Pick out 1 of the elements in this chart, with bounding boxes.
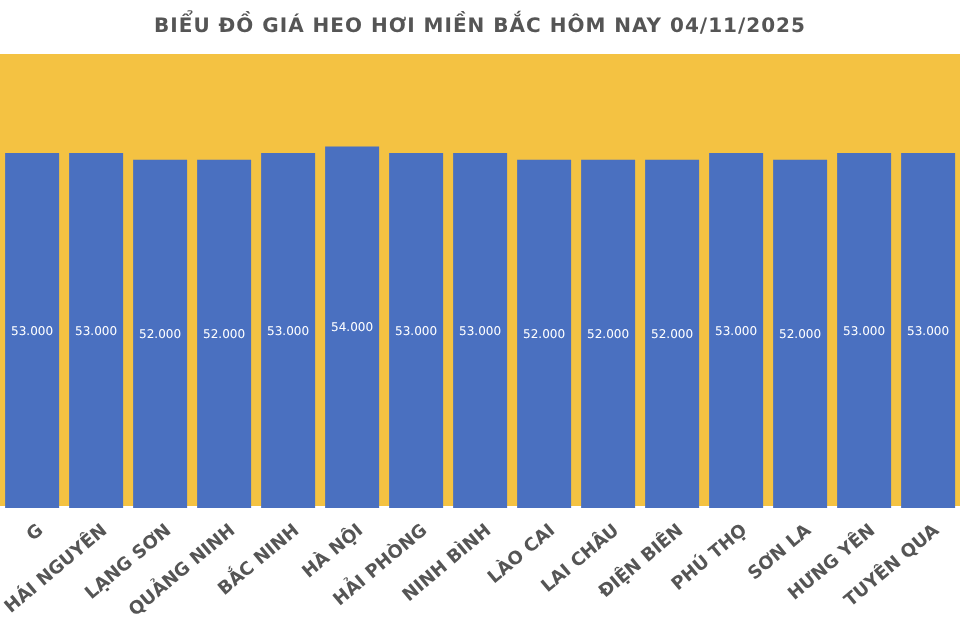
chart-title: BIỂU ĐỒ GIÁ HEO HƠI MIỀN BẮC HÔM NAY 04/11/2025 [152, 8, 808, 42]
